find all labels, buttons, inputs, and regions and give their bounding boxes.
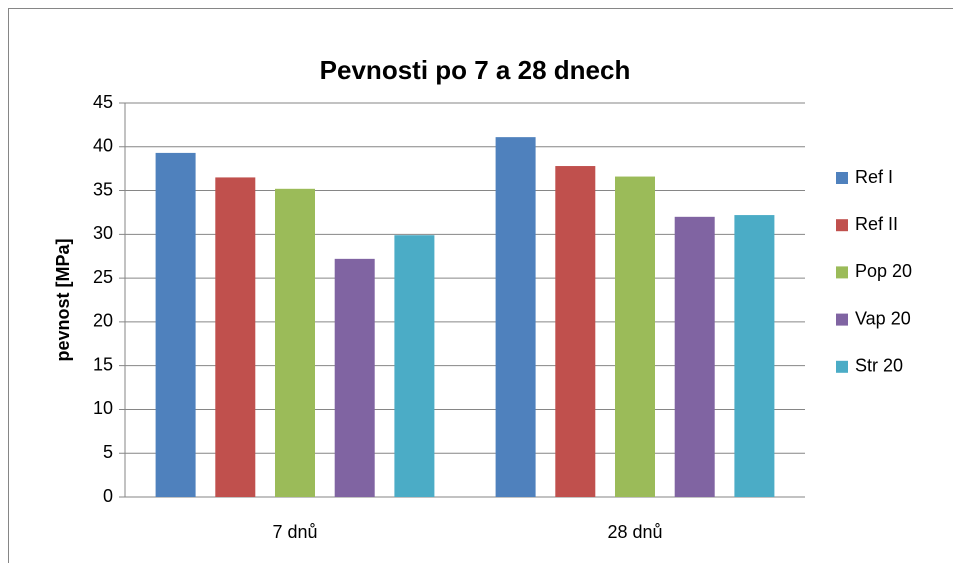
legend-swatch — [836, 266, 848, 279]
chart-border — [8, 8, 953, 563]
bar — [555, 166, 596, 498]
legend-label: Str 20 — [855, 356, 903, 376]
legend-label: Pop 20 — [855, 261, 912, 281]
chart-title: Pevnosti po 7 a 28 dnech — [320, 55, 631, 85]
y-tick-label: 20 — [93, 311, 113, 331]
legend-label: Ref II — [855, 214, 898, 234]
y-tick-label: 25 — [93, 267, 113, 287]
y-tick-label: 45 — [93, 92, 113, 112]
bar — [495, 137, 536, 497]
legend-label: Ref I — [855, 167, 893, 187]
bar — [394, 235, 435, 497]
bar — [155, 152, 196, 497]
legend-swatch — [836, 219, 848, 232]
legend-swatch — [836, 360, 848, 373]
bar — [275, 188, 315, 497]
bar — [734, 215, 775, 497]
y-tick-label: 30 — [93, 223, 113, 243]
bar — [615, 176, 655, 497]
y-tick-label: 40 — [93, 136, 113, 156]
x-tick-label: 7 dnů — [272, 522, 317, 542]
legend-swatch — [836, 313, 848, 326]
x-tick-label: 28 dnů — [607, 522, 662, 542]
bar — [215, 177, 256, 497]
y-tick-label: 15 — [93, 354, 113, 374]
y-tick-label: 35 — [93, 179, 113, 199]
y-tick-label: 10 — [93, 398, 113, 418]
bar — [674, 216, 715, 498]
y-axis-label: pevnost [MPa] — [53, 238, 73, 361]
legend-label: Vap 20 — [855, 308, 911, 328]
y-tick-label: 0 — [103, 486, 113, 506]
y-tick-label: 5 — [103, 442, 113, 462]
bar — [334, 258, 375, 497]
legend-swatch — [836, 172, 848, 184]
